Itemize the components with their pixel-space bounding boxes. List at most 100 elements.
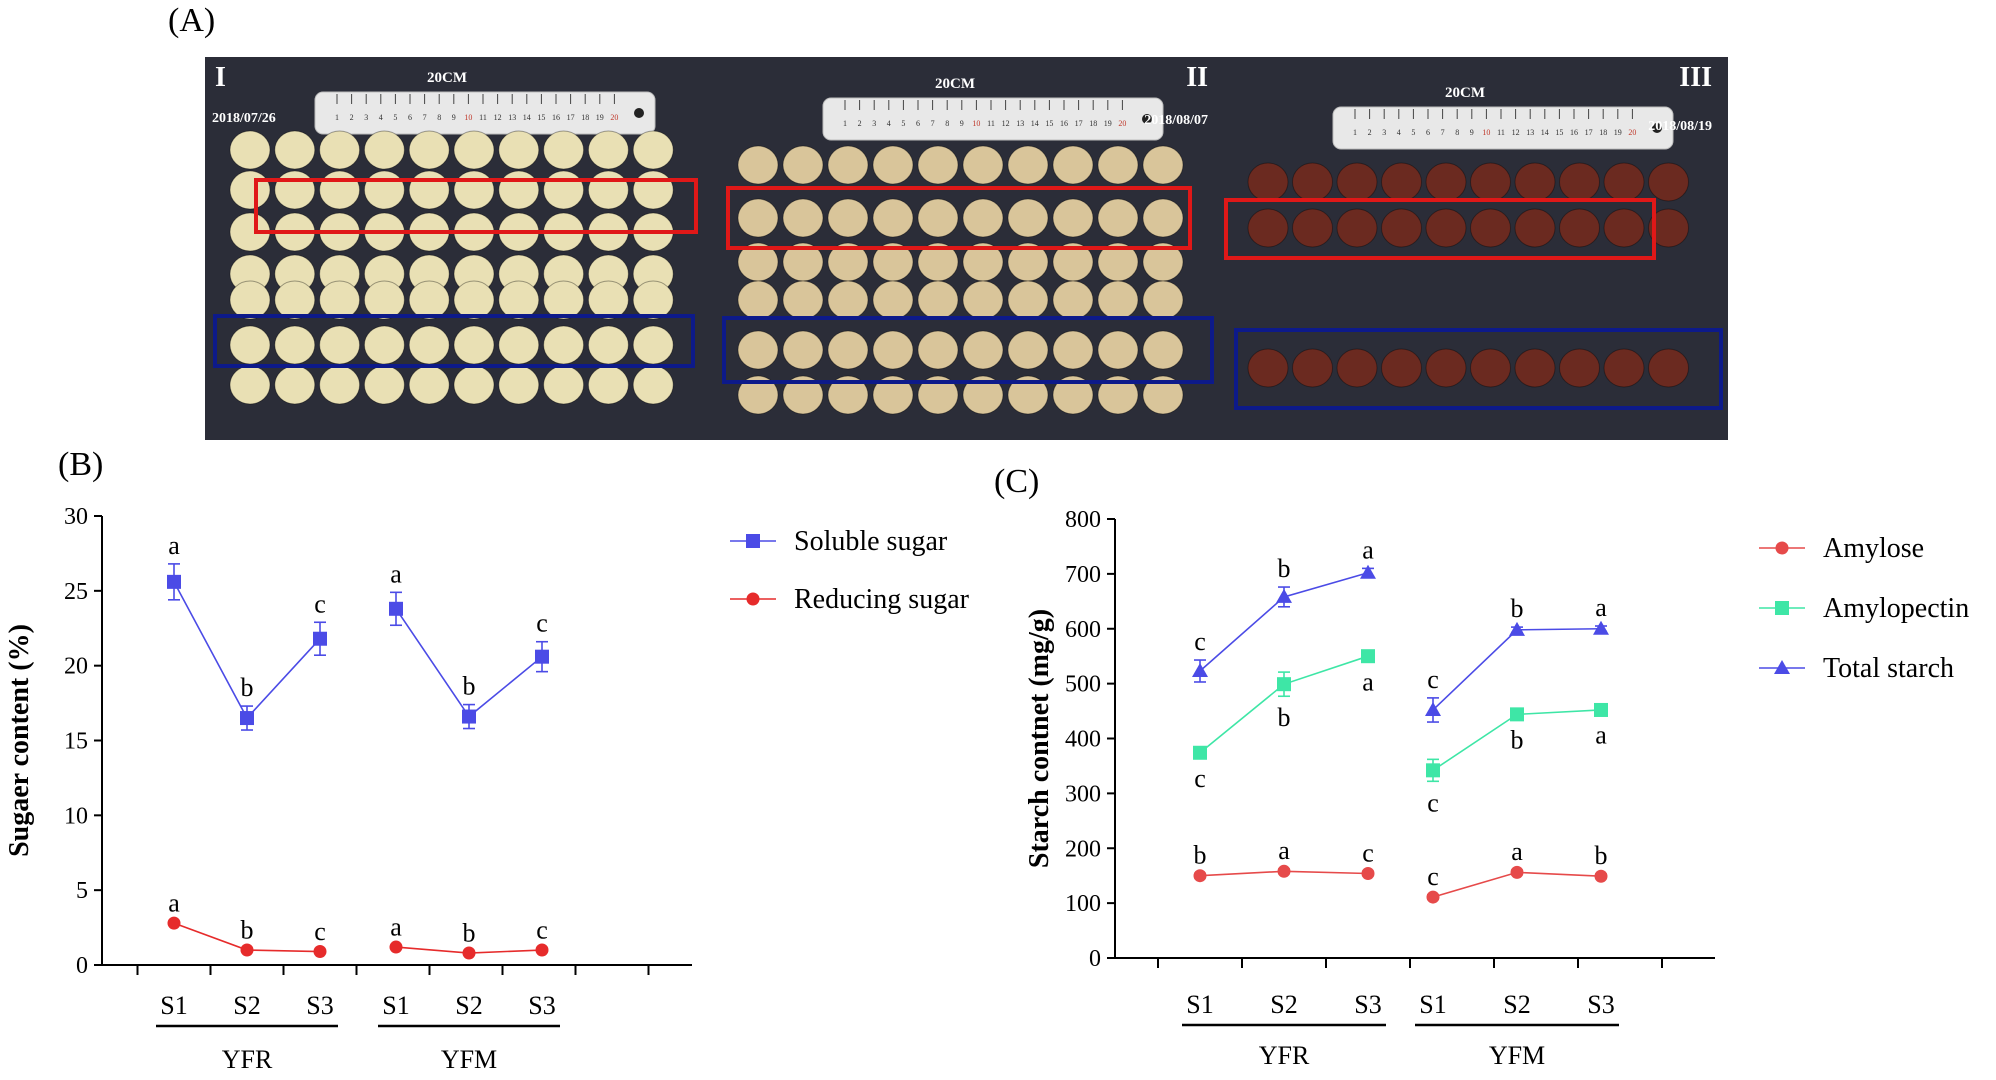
- ruler-hole: [634, 108, 644, 118]
- chestnut: [1052, 330, 1094, 370]
- chestnut: [962, 330, 1004, 370]
- chestnut: [1247, 208, 1289, 248]
- y-tick-label: 800: [1065, 507, 1101, 533]
- panel-label-a: (A): [168, 2, 216, 39]
- x-category-label: S3: [528, 991, 555, 1020]
- chestnut: [1247, 348, 1289, 388]
- chestnut: [1142, 145, 1184, 185]
- chestnut: [1097, 198, 1139, 238]
- ruler-number: 12: [1512, 128, 1520, 137]
- data-point: [313, 945, 327, 959]
- significance-letter: c: [536, 609, 548, 638]
- chestnut: [1425, 208, 1467, 248]
- y-tick-label: 200: [1065, 836, 1101, 862]
- data-point: [1425, 701, 1441, 716]
- ruler-hole: [1142, 114, 1152, 124]
- chestnut: [453, 130, 495, 170]
- chestnut: [827, 145, 869, 185]
- y-axis-title: Sugaer content (%): [4, 624, 35, 857]
- legend-marker: [746, 534, 760, 548]
- data-point: [1277, 864, 1291, 878]
- chestnut: [1052, 145, 1094, 185]
- x-category-label: S3: [306, 991, 333, 1020]
- data-point: [1361, 649, 1375, 664]
- chestnut: [1007, 145, 1049, 185]
- data-point: [240, 943, 254, 957]
- ruler-number: 9: [452, 113, 456, 122]
- ruler-number: 9: [1470, 128, 1474, 137]
- data-point: [1593, 620, 1609, 635]
- ruler-number: 7: [931, 119, 935, 128]
- data-point: [1594, 702, 1608, 717]
- highlight-box-blue: [722, 316, 1214, 384]
- ruler-number: 19: [1614, 128, 1622, 137]
- significance-letter: b: [1595, 841, 1608, 870]
- ruler-number: 17: [1075, 119, 1083, 128]
- photo-date: 2018/08/19: [1648, 119, 1712, 134]
- x-category-label: S1: [382, 991, 409, 1020]
- chestnut: [1052, 198, 1094, 238]
- ruler-number: 7: [1441, 128, 1445, 137]
- chestnut: [872, 145, 914, 185]
- significance-letter: b: [1278, 703, 1291, 732]
- chestnut: [1648, 208, 1689, 248]
- ruler-number: 15: [537, 113, 545, 122]
- chestnut: [1336, 208, 1378, 248]
- ruler-number: 10: [972, 119, 980, 128]
- chestnut: [363, 130, 405, 170]
- significance-letter: a: [1595, 720, 1607, 749]
- panel-label-b: (B): [58, 446, 104, 483]
- chestnut: [737, 375, 779, 415]
- group-label: YFR: [1259, 1041, 1310, 1070]
- x-category-label: S1: [160, 991, 187, 1020]
- ruler-hole: [1652, 123, 1662, 133]
- chestnut: [498, 130, 540, 170]
- data-point: [462, 709, 476, 724]
- significance-letter: c: [314, 589, 326, 618]
- x-category-label: S2: [1270, 990, 1297, 1019]
- ruler-number: 2: [858, 119, 862, 128]
- legend-marker: [1775, 601, 1789, 615]
- chestnut: [274, 280, 316, 320]
- ruler-number: 7: [423, 113, 427, 122]
- stage-roman-numeral: I: [215, 62, 226, 93]
- ruler-label: 20CM: [935, 76, 975, 92]
- ruler-number: 12: [494, 113, 502, 122]
- y-tick-label: 300: [1065, 781, 1101, 807]
- significance-letter: b: [1511, 726, 1524, 755]
- chestnut: [1292, 348, 1333, 388]
- significance-letter: b: [241, 673, 254, 702]
- data-point: [1276, 588, 1292, 603]
- data-point: [389, 940, 403, 954]
- chestnut: [1381, 348, 1422, 388]
- chestnut: [872, 330, 914, 370]
- chestnut: [408, 130, 450, 170]
- chestnut: [782, 198, 824, 238]
- ruler-number: 17: [1585, 128, 1593, 137]
- ruler-number: 4: [887, 119, 891, 128]
- ruler-number: 18: [1599, 128, 1607, 137]
- ruler-label: 20CM: [1445, 85, 1485, 101]
- ruler-number: 8: [437, 113, 441, 122]
- significance-letter: a: [390, 559, 402, 588]
- chestnut: [1007, 198, 1049, 238]
- significance-letter: b: [1511, 594, 1524, 623]
- significance-letter: b: [241, 916, 254, 945]
- chestnut: [1142, 330, 1184, 370]
- significance-letter: c: [1194, 764, 1206, 793]
- chestnut: [587, 130, 629, 170]
- x-category-label: S2: [1503, 990, 1530, 1019]
- legend-label: Soluble sugar: [794, 526, 948, 557]
- ruler-number: 13: [1016, 119, 1024, 128]
- stage-roman-numeral: II: [1186, 62, 1208, 93]
- chestnut: [1097, 330, 1139, 370]
- ruler-number: 19: [1104, 119, 1112, 128]
- significance-letter: a: [168, 889, 180, 918]
- ruler-number: 19: [596, 113, 604, 122]
- chestnut: [1470, 208, 1511, 248]
- data-point: [462, 946, 476, 960]
- ruler-number: 10: [464, 113, 472, 122]
- chestnut: [229, 280, 271, 320]
